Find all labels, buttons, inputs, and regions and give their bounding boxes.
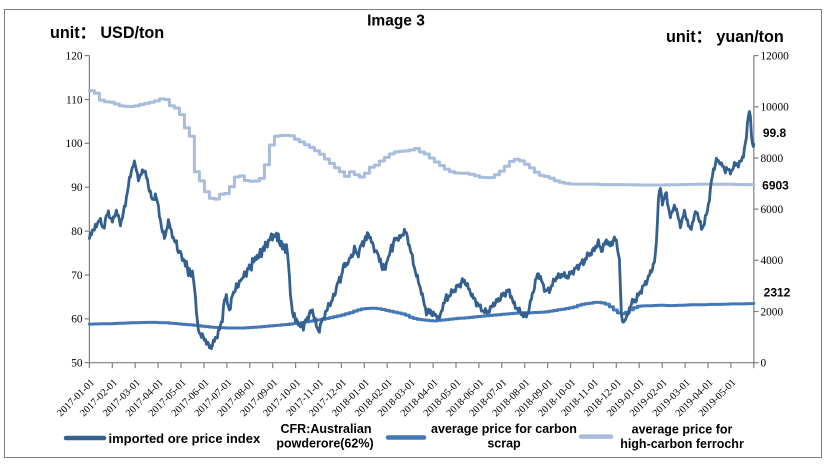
svg-text:6000: 6000 [761,204,784,216]
svg-text:50: 50 [71,358,83,370]
svg-text:99.8: 99.8 [763,126,787,140]
svg-text:4000: 4000 [761,255,784,267]
svg-text:80: 80 [71,226,83,238]
svg-text:0: 0 [761,358,767,370]
svg-text:scrap: scrap [487,437,521,451]
svg-text:90: 90 [71,182,83,194]
svg-text:unit： yuan/ton: unit： yuan/ton [666,28,784,46]
svg-text:imported ore price index: imported ore price index [109,431,261,446]
svg-text:powderore(62%): powderore(62%) [276,437,373,451]
svg-text:100: 100 [66,138,83,150]
svg-text:2000: 2000 [761,306,784,318]
svg-text:120: 120 [66,51,83,63]
svg-text:2312: 2312 [764,286,791,300]
svg-text:average price for: average price for [632,423,733,437]
svg-text:high-carbon ferrochr: high-carbon ferrochr [620,437,744,451]
svg-text:Image 3: Image 3 [367,13,425,30]
svg-text:unit： USD/ton: unit： USD/ton [50,24,164,42]
svg-text:8000: 8000 [761,153,784,165]
svg-text:12000: 12000 [761,51,790,63]
svg-text:10000: 10000 [761,102,790,114]
svg-text:average price for carbon: average price for carbon [431,422,577,436]
svg-text:CFR:Australian: CFR:Australian [281,422,372,436]
svg-text:6903: 6903 [762,179,789,193]
svg-text:70: 70 [71,270,83,282]
svg-text:110: 110 [66,94,83,106]
svg-text:60: 60 [71,314,83,326]
